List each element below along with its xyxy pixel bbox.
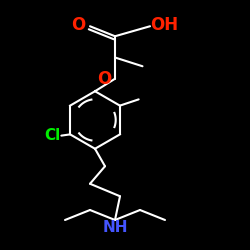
Text: OH: OH [150, 16, 178, 34]
Text: O: O [72, 16, 86, 34]
Text: O: O [97, 70, 111, 88]
Text: NH: NH [102, 220, 128, 235]
Text: Cl: Cl [44, 128, 61, 143]
